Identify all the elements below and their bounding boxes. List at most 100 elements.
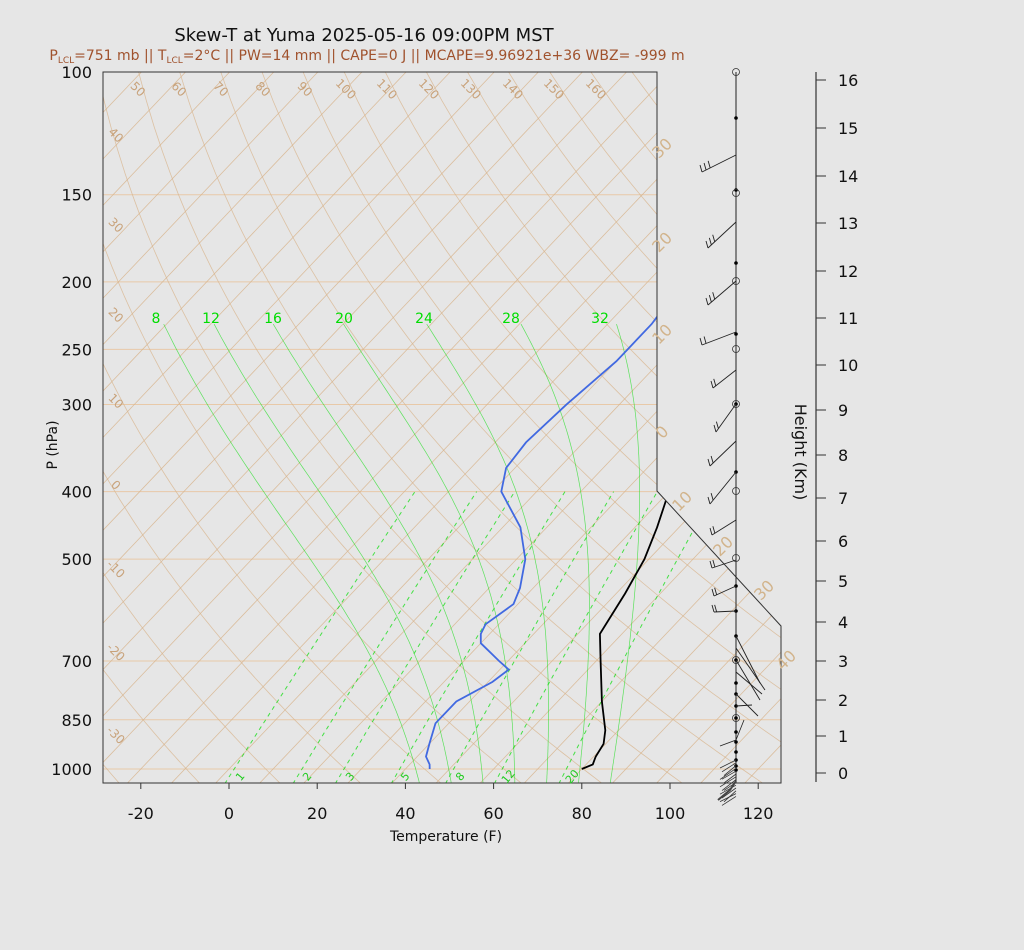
wind-barb-staff [701,331,737,346]
chart-subtitle: PLCL=751 mb || TLCL=2°C || PW=14 mm || C… [49,48,684,66]
isotherm-line [103,72,230,783]
barb-level-circle [732,68,740,76]
wind-barb-flag [710,493,714,501]
mixing-ratio-label-bottom: 2 [300,770,314,784]
barb-level-dot [734,261,738,265]
dewpoint-line [425,72,781,770]
wind-barb-surface [721,779,737,791]
isotherm-label-left: 40 [105,125,126,146]
barb-level-dot [734,188,738,192]
wind-barbs [699,68,766,806]
wind-barb-flag [714,604,718,613]
dry-adiabat [0,72,39,784]
isotherm-line [921,72,1024,784]
wind-barb-surface [721,762,737,773]
wind-barb-surface [721,787,737,799]
mixing-ratio-label-top: 8 [152,311,161,327]
isotherm-line [103,72,583,783]
isotherm-label-top: 120 [416,76,442,102]
height-tick-label: 5 [838,572,848,591]
wind-barb-flag [708,237,712,246]
isotherm-label-top: 160 [583,76,609,102]
dry-adiabat [797,72,1024,784]
isotherm-line [523,72,781,783]
isotherm-line [103,72,671,783]
isotherm-label-left: -20 [104,640,128,664]
barb-level-circle [732,656,740,664]
isotherm-line [346,72,781,783]
wind-barb-surface [719,768,737,780]
pressure-tick-label: 500 [61,550,92,569]
isotherm-line [965,72,1024,784]
mixing-ratio-line [444,491,615,783]
wind-barb-staff [701,154,737,173]
x-tick-label: -20 [128,804,154,823]
wind-barb-flag [713,424,717,433]
wind-barb-surface [719,776,737,788]
mixing-ratio-line [292,491,478,783]
isotherm-line [391,72,781,783]
wind-barb-staff [713,610,737,613]
moist-adiabat [609,323,640,783]
wind-barb-flag [699,164,703,173]
mixing-ratio-line [390,491,566,783]
wind-barb-flag [712,292,716,300]
height-tick-label: 8 [838,446,848,465]
isotherm-label-left: 20 [105,305,126,326]
isotherm-label-left: 10 [105,391,126,412]
pressure-tick-label: 700 [61,652,92,671]
isotherm-line [302,72,781,783]
pressure-tick-label: 300 [61,396,92,415]
dry-adiabat [103,72,362,783]
wind-barb-flag [710,380,714,389]
barb-level-dot [734,116,738,120]
isotherm-line [788,72,1024,784]
wind-barb-surface [723,773,737,784]
x-tick-label: 60 [483,804,503,823]
barb-level-dot [734,750,738,754]
dry-adiabat [138,72,684,783]
wind-barb-flag [709,527,713,536]
height-tick-label: 4 [838,613,848,632]
wind-barb-flag [711,604,715,613]
isotherm-line [479,72,781,783]
x-tick-label: 80 [572,804,592,823]
isotherm-line [170,72,781,783]
mixing-ratio-label-top: 24 [415,311,433,327]
mixing-ratio-label-top: 16 [264,311,282,327]
plot-area: 50 60 70 80 90 100 110 120 130 140 150 160403020100… [0,63,1024,823]
wind-barb-staff [711,559,737,569]
dry-adiabat [302,72,781,783]
height-tick-label: 12 [838,262,858,281]
moist-adiabat [520,323,590,783]
wind-barb-flag [715,421,719,429]
barb-level-circle [732,714,740,722]
height-tick-label: 10 [838,356,858,375]
isotherm-label-top: 90 [294,79,315,100]
mixing-ratio-line [493,491,658,783]
barb-level-dot [734,740,738,744]
barb-level-circle [732,345,740,353]
wind-barb-staff [709,440,737,467]
isotherm-line [876,72,1024,784]
dry-adiabat [261,72,781,783]
moist-adiabat [426,323,549,783]
wind-barb-staff [707,280,737,306]
barb-level-circle [732,400,740,408]
wind-barb-staff [735,647,766,691]
wind-barb-flag [714,587,718,595]
barb-level-dot [734,730,738,734]
dry-adiabat [179,72,764,783]
pressure-tick-label: 150 [61,186,92,205]
dry-adiabat [508,72,781,783]
isotherm-label-left: 0 [108,478,123,493]
height-tick-label: 2 [838,691,848,710]
isotherm-line [611,72,781,783]
y-axis-label: P (hPa) [45,420,61,469]
isotherm-label-left: 30 [105,215,126,236]
x-tick-label: 120 [743,804,774,823]
pressure-tick-label: 250 [61,340,92,359]
isotherm-label-top: 70 [210,79,231,100]
wind-barb-surface [721,796,737,806]
